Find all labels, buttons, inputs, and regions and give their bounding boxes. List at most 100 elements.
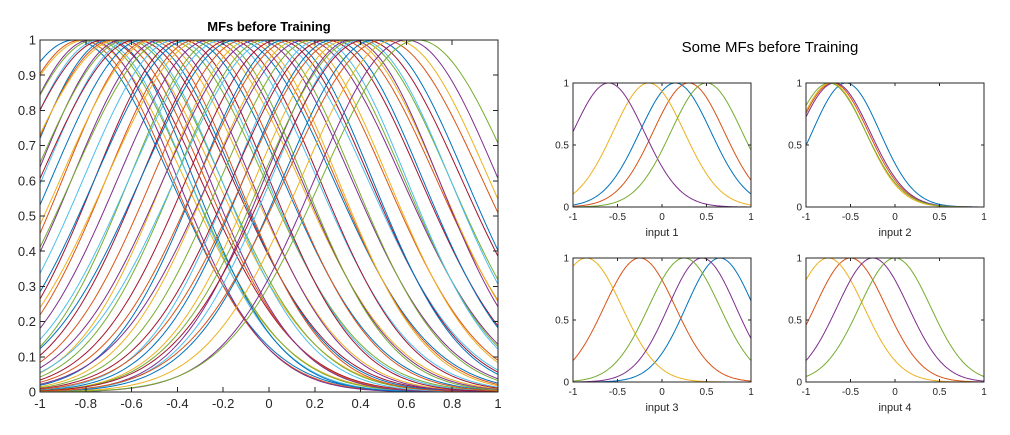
x-tick-label: 1 bbox=[748, 212, 754, 223]
y-tick-label: 1 bbox=[796, 79, 802, 90]
axes-box bbox=[572, 82, 752, 208]
x-tick-label: 1 bbox=[981, 387, 987, 398]
mf-curve-main-19 bbox=[40, 40, 498, 392]
mf-curve-main-11 bbox=[40, 40, 498, 392]
mf-curve-main-36 bbox=[40, 40, 498, 386]
mf-curve-main-40 bbox=[40, 40, 498, 389]
x-tick-label: 0.5 bbox=[933, 212, 947, 223]
y-tick-label: 1 bbox=[29, 33, 36, 48]
y-tick-label: 0.5 bbox=[555, 316, 569, 327]
series-group bbox=[40, 40, 498, 392]
mf-curve-input2-4 bbox=[806, 83, 984, 207]
mf-curve-input4-1 bbox=[806, 258, 984, 382]
mf-curve-input2-3 bbox=[806, 83, 984, 207]
mf-curve-main-38 bbox=[40, 40, 498, 388]
mf-curve-main-51 bbox=[40, 40, 498, 392]
mf-curve-main-31 bbox=[40, 40, 498, 387]
mf-curve-main-39 bbox=[40, 40, 498, 385]
mf-curve-main-52 bbox=[40, 40, 498, 392]
x-tick-label: 0 bbox=[265, 396, 272, 411]
mf-curve-main-46 bbox=[40, 40, 498, 392]
y-tick-label: 0.5 bbox=[18, 209, 36, 224]
mf-curve-main-27 bbox=[40, 40, 498, 388]
x-tick-label: -0.4 bbox=[166, 396, 188, 411]
x-axis-label: input 2 bbox=[878, 227, 911, 239]
x-axis-label: input 1 bbox=[645, 227, 678, 239]
series-group bbox=[806, 83, 984, 207]
axes-main: -1 -0.8 -0.6 -0.4 -0.2 0 0.2 0.4 0.6 0.8 1 0 0.1 0.2 0… bbox=[18, 19, 502, 411]
y-tick-label: 1 bbox=[563, 79, 569, 90]
mf-curve-main-42 bbox=[40, 40, 498, 390]
x-tick-label: 1 bbox=[981, 212, 987, 223]
mf-curve-input3-5 bbox=[573, 258, 751, 382]
mf-curve-main-29 bbox=[40, 40, 498, 384]
mf-curve-main-16 bbox=[40, 40, 498, 392]
x-tick-label: 0.8 bbox=[443, 396, 461, 411]
x-tick-label: -1 bbox=[34, 396, 46, 411]
mf-curve-input3-4 bbox=[573, 258, 751, 382]
y-tick-label: 0 bbox=[796, 378, 802, 389]
mf-curve-main-28 bbox=[40, 40, 498, 389]
mf-curve-input1-2 bbox=[573, 83, 751, 207]
x-tick-label: -0.2 bbox=[212, 396, 234, 411]
x-tick-label: -1 bbox=[802, 212, 811, 223]
mf-curve-main-48 bbox=[40, 40, 498, 392]
mf-curve-main-49 bbox=[40, 40, 498, 392]
mf-curve-main-18 bbox=[40, 40, 498, 392]
mf-curve-main-41 bbox=[40, 40, 498, 391]
x-tick-label: 0 bbox=[892, 387, 898, 398]
mf-curve-main-15 bbox=[40, 40, 498, 392]
y-tick-label: 0.9 bbox=[18, 68, 36, 83]
y-tick-label: 0.5 bbox=[788, 141, 802, 152]
axes-input1: -1 -0.5 0 0.5 1 0 0.5 1 input 1 bbox=[555, 79, 754, 240]
suptitle: Some MFs before Training bbox=[682, 39, 859, 56]
x-tick-label: 0 bbox=[659, 387, 665, 398]
y-tick-label: 0.4 bbox=[18, 244, 36, 259]
axes-box bbox=[805, 257, 985, 383]
mf-curve-input4-4 bbox=[806, 258, 984, 378]
mf-curve-main-45 bbox=[40, 40, 498, 392]
x-tick-label: -0.5 bbox=[609, 387, 627, 398]
x-tick-label: -0.6 bbox=[120, 396, 142, 411]
mf-curve-main-24 bbox=[40, 40, 498, 390]
y-tick-label: 1 bbox=[563, 254, 569, 265]
axes-box bbox=[805, 82, 985, 208]
x-tick-label: 0.4 bbox=[352, 396, 370, 411]
series-group bbox=[573, 258, 751, 382]
x-axis-label: input 3 bbox=[645, 402, 678, 414]
mf-curve-input1-1 bbox=[573, 83, 751, 206]
x-tick-label: 0.6 bbox=[397, 396, 415, 411]
y-tick-label: 0 bbox=[563, 378, 569, 389]
mf-curve-input1-3 bbox=[573, 83, 751, 206]
x-tick-label: 1 bbox=[748, 387, 754, 398]
series-group bbox=[573, 83, 751, 207]
x-tick-label: -0.5 bbox=[842, 387, 860, 398]
y-tick-label: 0.5 bbox=[788, 316, 802, 327]
axes-input4: -1 -0.5 0 0.5 1 0 0.5 1 input 4 bbox=[788, 254, 987, 415]
mf-curve-main-44 bbox=[40, 40, 498, 390]
y-tick-label: 0 bbox=[29, 385, 36, 400]
mf-curve-main-50 bbox=[40, 40, 498, 392]
x-tick-label: -1 bbox=[569, 212, 578, 223]
mf-curve-main-17 bbox=[40, 40, 498, 392]
mf-curve-main-22 bbox=[40, 40, 498, 391]
mf-curve-input2-2 bbox=[806, 83, 984, 207]
mf-curve-input2-1 bbox=[806, 83, 984, 207]
x-tick-label: 0.5 bbox=[933, 387, 947, 398]
y-tick-label: 0.2 bbox=[18, 314, 36, 329]
x-tick-label: 0 bbox=[892, 212, 898, 223]
y-tick-label: 0.6 bbox=[18, 173, 36, 188]
y-tick-label: 0.1 bbox=[18, 349, 36, 364]
y-tick-label: 0.8 bbox=[18, 103, 36, 118]
axes-input2: -1 -0.5 0 0.5 1 0 0.5 1 input 2 bbox=[788, 79, 987, 240]
axes-title: MFs before Training bbox=[207, 19, 331, 34]
mf-curve-main-13 bbox=[40, 40, 498, 392]
mf-curve-input1-4 bbox=[573, 83, 751, 207]
mf-curve-main-30 bbox=[40, 40, 498, 385]
mf-curve-main-23 bbox=[40, 40, 498, 392]
mf-curve-input2-5 bbox=[806, 83, 984, 207]
mf-curve-input1-5 bbox=[573, 83, 751, 207]
mf-curve-main-26 bbox=[40, 40, 498, 391]
y-tick-label: 0.3 bbox=[18, 279, 36, 294]
